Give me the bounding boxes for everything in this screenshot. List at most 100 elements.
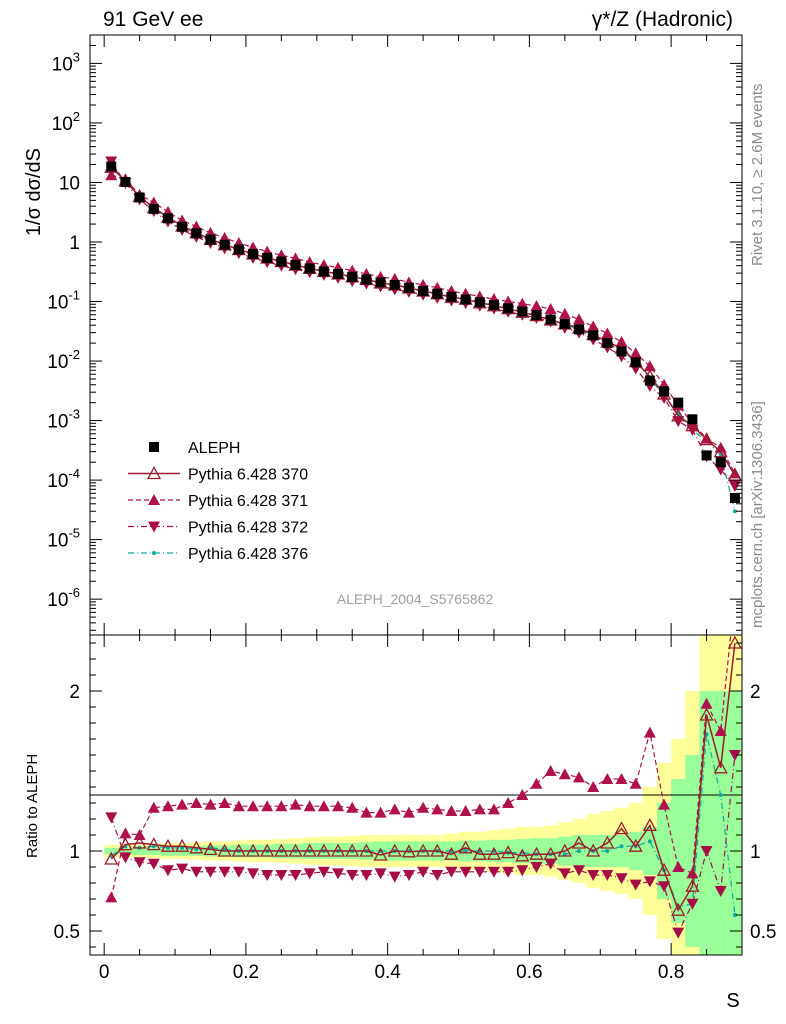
ratio-data-point (388, 803, 401, 815)
ratio-data-point (417, 866, 430, 878)
ratio-data-point (714, 725, 727, 736)
aleph-data-point (106, 161, 117, 172)
ratio-data-point (473, 866, 486, 878)
ratio-y-axis-label: Ratio to ALEPH (24, 754, 41, 858)
ratio-data-point (359, 843, 374, 857)
legend-label: Pythia 6.428 372 (188, 520, 308, 537)
band-green-segment (614, 835, 629, 867)
aleph-data-point (460, 294, 471, 305)
ratio-data-point (289, 870, 302, 881)
ratio-data-point (728, 750, 741, 761)
ratio-data-point (628, 838, 643, 852)
aleph-data-point (446, 291, 457, 302)
x-tick-label: 0.6 (516, 962, 542, 983)
aleph-data-point (418, 286, 429, 297)
ratio-data-point (104, 851, 119, 865)
ratio-data-point (302, 843, 317, 857)
aleph-data-point (432, 288, 443, 299)
ratio-data-point (472, 846, 487, 860)
ratio-data-point (289, 798, 302, 810)
x-tick-label: 0 (99, 962, 110, 983)
ratio-data-point (146, 837, 161, 851)
ratio-data-point (647, 839, 652, 844)
ratio-data-point (245, 843, 261, 857)
ratio-data-point (332, 868, 345, 880)
series-line (110, 166, 736, 512)
y-tick-label: 10-1 (47, 288, 80, 314)
series-line (110, 642, 736, 912)
y-tick-label: 102 (52, 109, 80, 135)
aleph-data-point (701, 450, 712, 461)
ratio-series-pythia-6-428-371 (105, 589, 741, 903)
ratio-data-point (231, 843, 246, 857)
series-data-point (714, 464, 727, 476)
ratio-data-point (543, 846, 558, 860)
aleph-data-point (361, 274, 372, 285)
ratio-series-pythia-6-428-370 (104, 635, 742, 916)
ratio-data-point (718, 793, 723, 797)
legend-label: Pythia 6.428 370 (188, 467, 308, 484)
series-data-point (732, 509, 737, 514)
ratio-data-point (656, 862, 672, 876)
legend-entry: Pythia 6.428 372 (128, 520, 308, 537)
ratio-data-point (360, 870, 373, 881)
ratio-data-point (204, 798, 217, 810)
ratio-data-point (218, 797, 231, 808)
ratio-data-point (685, 878, 700, 892)
ratio-data-point (729, 589, 741, 600)
aleph-data-point (403, 282, 414, 293)
aleph-data-point (177, 221, 188, 232)
ratio-data-point (275, 870, 288, 881)
ratio-data-point (387, 843, 402, 857)
legend-label: Pythia 6.428 376 (188, 546, 308, 563)
ratio-data-point (346, 801, 359, 813)
ratio-y-tick-label-left: 1 (69, 842, 80, 863)
x-tick-label: 0.2 (233, 962, 259, 983)
band-green-segment (132, 847, 147, 855)
aleph-data-point (503, 303, 514, 314)
aleph-data-point (602, 338, 613, 349)
ratio-data-point (562, 852, 567, 857)
series-line (111, 174, 736, 474)
aleph-data-point (318, 266, 329, 277)
main-series-layer (104, 156, 743, 514)
ratio-data-point (445, 805, 458, 816)
ratio-data-point (105, 812, 118, 824)
ratio-data-point (415, 843, 431, 857)
aleph-data-point (474, 297, 485, 308)
ratio-data-point (444, 846, 459, 860)
main-axis-ticks (90, 34, 743, 635)
ratio-data-point (316, 843, 331, 857)
ratio-data-point (275, 800, 288, 812)
ratio-data-point (629, 879, 642, 891)
legend-marker (146, 466, 162, 480)
ratio-data-point (672, 927, 685, 939)
ratio-data-point (629, 777, 642, 789)
band-green-segment (146, 847, 161, 855)
aleph-data-point (162, 213, 173, 224)
aleph-data-point (219, 239, 230, 250)
ratio-data-point (686, 898, 699, 910)
y-tick-label: 10-5 (47, 526, 80, 552)
ratio-data-point (529, 846, 544, 860)
aleph-data-point (276, 256, 287, 267)
legend-entry: Pythia 6.428 371 (128, 493, 308, 510)
ratio-panel: 0.5 0.51 12 2 0 0.2 0.4 0.6 0.8 Ratio to ALEPH … (24, 589, 776, 1012)
ratio-data-point (642, 818, 657, 832)
series-data-point (700, 432, 713, 444)
ratio-y-tick-label-right: 2 (750, 682, 761, 703)
ratio-series-pythia-6-428-372 (105, 750, 741, 939)
ratio-data-point (247, 800, 259, 812)
aleph-data-point (659, 386, 670, 397)
legend-marker (149, 442, 159, 452)
ratio-data-point (672, 861, 685, 872)
ratio-data-point (345, 843, 360, 857)
ratio-data-point (218, 866, 231, 878)
aleph-data-point (545, 314, 556, 325)
ratio-data-point (459, 805, 472, 816)
aleph-data-point (333, 268, 344, 279)
ratio-data-point (133, 829, 146, 840)
ratio-data-point (176, 863, 189, 875)
aleph-data-point (347, 271, 358, 282)
